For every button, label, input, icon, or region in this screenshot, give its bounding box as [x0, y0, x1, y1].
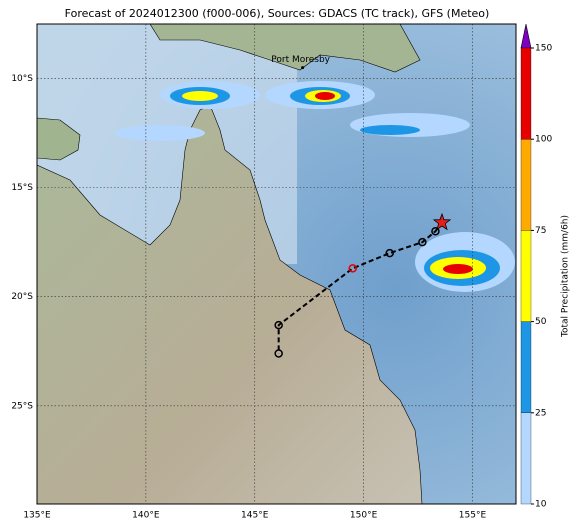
colorbar-label: Total Precipitation (mm/6h) — [561, 215, 571, 338]
colorbar-tick-label: 10 — [535, 500, 547, 510]
title: Forecast of 2024012300 (f000-006), Sourc… — [65, 7, 490, 20]
colorbar-segment — [520, 230, 532, 322]
place-marker — [301, 66, 305, 70]
x-tick-label: 155°E — [459, 511, 487, 521]
colorbar-tick-label: 75 — [535, 226, 546, 236]
track-point — [431, 227, 440, 236]
colorbar-tick-label: 25 — [535, 408, 546, 418]
x-tick-label: 150°E — [350, 511, 378, 521]
australia — [37, 104, 423, 504]
y-tick-label: 10°S — [11, 74, 33, 84]
colorbar-segment — [520, 139, 532, 231]
colorbar-tick-label: 50 — [535, 317, 547, 327]
track-point — [274, 349, 283, 358]
storm-start — [432, 212, 452, 231]
x-tick-label: 135°E — [23, 511, 51, 521]
y-tick-label: 15°S — [11, 183, 33, 193]
place-label: Port Moresby — [271, 55, 330, 65]
colorbar-extend — [520, 23, 532, 49]
colorbar-segment — [520, 412, 532, 505]
y-tick-label: 20°S — [11, 292, 33, 302]
colorbar-segment — [520, 47, 532, 140]
new-guinea — [149, 24, 421, 73]
map-area: Port Moresby — [37, 24, 516, 504]
track-line — [277, 221, 443, 354]
track-point — [348, 264, 357, 273]
arnhem-land — [37, 117, 81, 161]
colorbar-tick-label: 150 — [535, 44, 552, 54]
track-point — [418, 237, 427, 247]
y-tick-label: 25°S — [11, 401, 33, 411]
colorbar-tick-label: 100 — [535, 135, 552, 145]
map-frame — [36, 23, 517, 505]
track-point — [385, 248, 394, 258]
precipitation — [115, 81, 515, 292]
track-point — [274, 320, 283, 330]
colorbar-segment — [520, 321, 532, 413]
x-tick-label: 140°E — [132, 511, 160, 521]
x-tick-label: 145°E — [241, 511, 269, 521]
